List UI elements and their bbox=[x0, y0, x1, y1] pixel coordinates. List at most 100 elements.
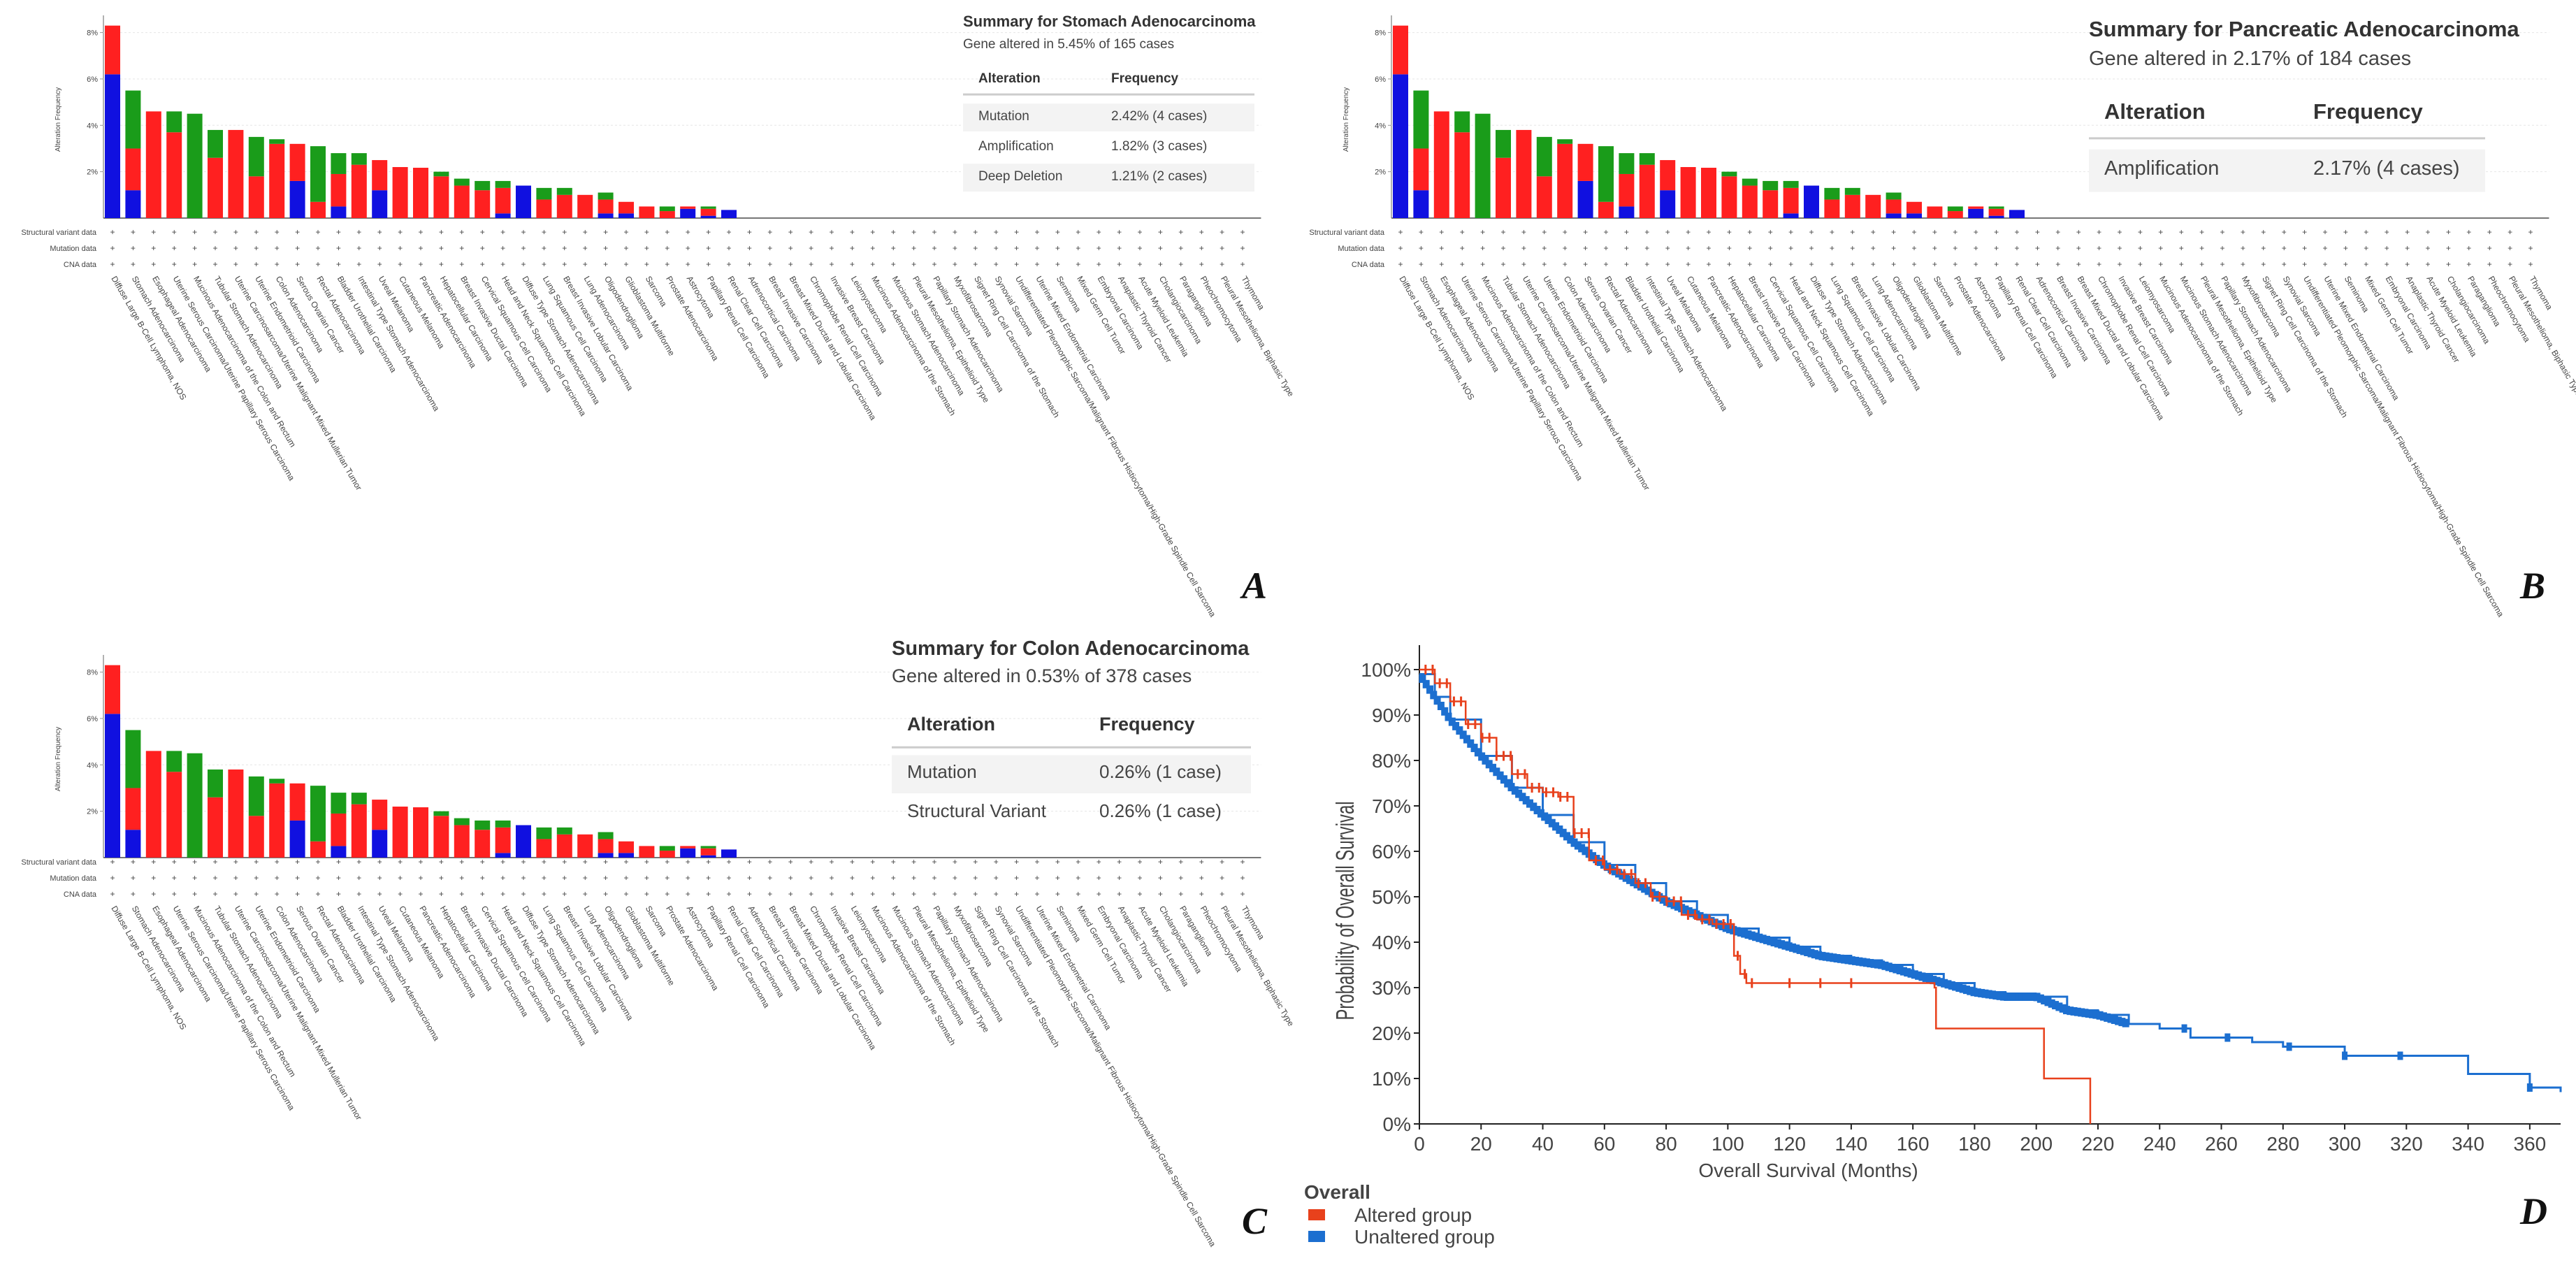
censor-marker-unaltered bbox=[1989, 990, 1997, 999]
data-available-marker: + bbox=[1076, 243, 1080, 253]
data-available-marker: + bbox=[2528, 227, 2533, 237]
y-tick-label: 4% bbox=[87, 761, 98, 770]
data-available-marker: + bbox=[1034, 243, 1039, 253]
data-available-marker: + bbox=[1665, 243, 1670, 253]
bar-deep-deletion bbox=[721, 210, 737, 218]
data-available-marker: + bbox=[2425, 227, 2430, 237]
censor-marker-unaltered bbox=[2044, 997, 2052, 1006]
censor-marker-unaltered bbox=[2015, 993, 2023, 1001]
data-available-marker: + bbox=[562, 873, 567, 883]
censor-marker-unaltered bbox=[1933, 976, 1941, 986]
summary-alteration: Amplification bbox=[2104, 157, 2219, 180]
bar-amplification bbox=[618, 841, 634, 853]
bar-mutation bbox=[166, 111, 182, 133]
data-available-marker: + bbox=[644, 243, 649, 253]
data-available-marker: + bbox=[2364, 227, 2368, 237]
censor-marker-unaltered bbox=[1700, 914, 1707, 923]
data-available-marker: + bbox=[500, 857, 505, 867]
censor-marker-unaltered bbox=[1448, 717, 1456, 726]
data-available-marker: + bbox=[706, 259, 711, 269]
data-available-marker: + bbox=[212, 259, 217, 269]
data-available-marker: + bbox=[2508, 259, 2512, 269]
legend-swatch bbox=[1308, 1231, 1325, 1242]
bar-deep-deletion bbox=[680, 208, 696, 218]
data-available-marker: + bbox=[459, 889, 464, 899]
data-available-marker: + bbox=[562, 227, 567, 237]
data-available-marker: + bbox=[1788, 259, 1793, 269]
data-available-marker: + bbox=[542, 243, 547, 253]
data-available-marker: + bbox=[1891, 259, 1896, 269]
censor-marker-unaltered bbox=[1515, 789, 1523, 798]
censor-marker-unaltered bbox=[1962, 986, 1970, 995]
data-available-marker: + bbox=[459, 873, 464, 883]
data-available-marker: + bbox=[809, 873, 813, 883]
data-available-marker: + bbox=[1747, 227, 1752, 237]
summary-alteration: Mutation bbox=[907, 761, 977, 782]
data-available-marker: + bbox=[110, 857, 115, 867]
bar-mutation bbox=[1763, 180, 1779, 191]
data-available-marker: + bbox=[377, 889, 382, 899]
data-available-marker: + bbox=[1014, 889, 1019, 899]
data-available-marker: + bbox=[1014, 873, 1019, 883]
bar-amplification bbox=[125, 788, 141, 830]
censor-marker-unaltered bbox=[1437, 702, 1445, 710]
censor-marker-unaltered bbox=[2526, 1083, 2533, 1092]
data-available-marker: + bbox=[911, 243, 916, 253]
data-available-marker: + bbox=[254, 889, 259, 899]
y-tick-label: 2% bbox=[87, 168, 98, 177]
censor-marker-unaltered bbox=[1918, 972, 1926, 981]
censor-marker-unaltered bbox=[1541, 812, 1549, 821]
data-available-marker: + bbox=[439, 889, 444, 899]
data-available-marker: + bbox=[131, 243, 136, 253]
data-available-marker: + bbox=[644, 227, 649, 237]
bar-amplification bbox=[125, 148, 141, 191]
bar-amplification bbox=[536, 199, 552, 218]
data-available-marker: + bbox=[521, 857, 526, 867]
censor-marker-unaltered bbox=[1567, 835, 1575, 844]
censor-marker-unaltered bbox=[2041, 996, 2048, 1005]
censor-marker-unaltered bbox=[1796, 945, 1804, 954]
data-available-marker: + bbox=[603, 857, 608, 867]
censor-marker-unaltered bbox=[1474, 748, 1482, 757]
data-available-marker: + bbox=[2220, 259, 2224, 269]
data-available-marker: + bbox=[706, 889, 711, 899]
data-available-marker: + bbox=[2405, 243, 2410, 253]
data-available-marker: + bbox=[1199, 259, 1204, 269]
y-tick-label: 8% bbox=[87, 669, 98, 677]
bar-deep-deletion bbox=[372, 190, 388, 218]
data-available-marker: + bbox=[788, 259, 793, 269]
data-available-marker: + bbox=[603, 873, 608, 883]
censor-marker-unaltered bbox=[1644, 886, 1652, 895]
bar-amplification bbox=[598, 199, 614, 214]
data-available-marker: + bbox=[500, 243, 505, 253]
bar-mutation bbox=[125, 90, 141, 149]
censor-marker-unaltered bbox=[1493, 767, 1500, 777]
censor-marker-unaltered bbox=[1552, 822, 1560, 831]
censor-marker-unaltered bbox=[1893, 965, 1900, 974]
data-available-marker: + bbox=[172, 243, 177, 253]
censor-marker-unaltered bbox=[1859, 958, 1867, 967]
data-available-marker: + bbox=[2446, 259, 2451, 269]
censor-marker-unaltered bbox=[1770, 938, 1778, 946]
data-available-marker: + bbox=[542, 873, 547, 883]
data-row-label: Mutation data bbox=[1338, 245, 1385, 253]
bar-deep-deletion bbox=[331, 206, 347, 218]
summary-header-frequency: Frequency bbox=[2313, 99, 2424, 124]
bar-deep-deletion bbox=[700, 215, 716, 218]
censor-marker-unaltered bbox=[1722, 923, 1730, 932]
data-available-marker: + bbox=[2138, 259, 2143, 269]
bar-mutation bbox=[495, 820, 511, 828]
censor-marker-unaltered bbox=[1818, 951, 1826, 960]
data-available-marker: + bbox=[212, 227, 217, 237]
data-available-marker: + bbox=[2076, 259, 2081, 269]
data-available-marker: + bbox=[829, 889, 834, 899]
censor-marker-unaltered bbox=[2074, 1007, 2081, 1016]
censor-marker-unaltered bbox=[1667, 899, 1674, 908]
data-available-marker: + bbox=[911, 259, 916, 269]
bar-amplification bbox=[1393, 25, 1408, 75]
data-available-marker: + bbox=[2199, 259, 2204, 269]
data-available-marker: + bbox=[1034, 857, 1039, 867]
data-available-marker: + bbox=[110, 889, 115, 899]
censor-marker-unaltered bbox=[1992, 991, 2000, 1000]
bar-amplification bbox=[1783, 187, 1799, 214]
